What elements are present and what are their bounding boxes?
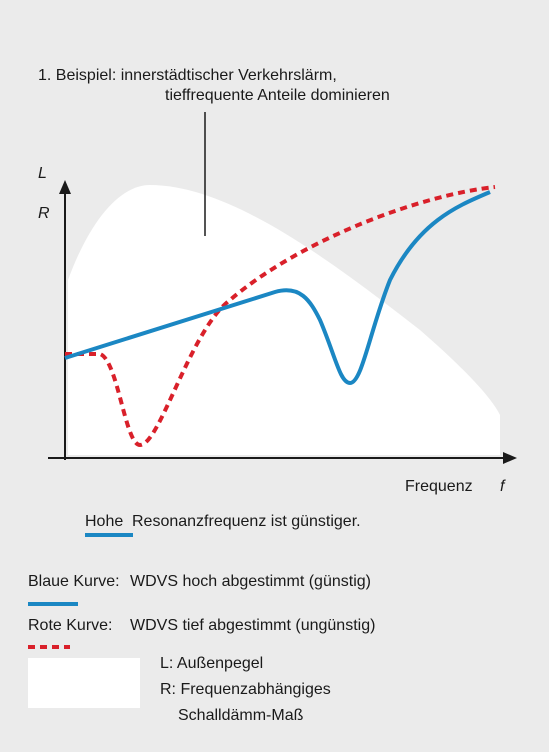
x-symbol: f xyxy=(500,478,506,495)
x-label: Frequenz xyxy=(405,478,473,495)
blue-curve xyxy=(64,190,491,386)
caption: Resonanzfrequenz ist günstiger. xyxy=(132,513,361,530)
red-curve xyxy=(65,185,496,448)
legend-text: WDVS tief abgestimmt (ungünstig) xyxy=(130,617,375,634)
key-text: L: Außenpegel xyxy=(160,655,263,672)
legend-text: WDVS hoch abgestimmt (günstig) xyxy=(130,573,371,590)
y-label: L xyxy=(38,165,47,182)
caption-emphasis: Hohe xyxy=(85,513,123,530)
legend-label: Rote Kurve: xyxy=(28,617,112,634)
title-line: 1. Beispiel: innerstädtischer Verkehrslä… xyxy=(38,67,337,84)
y-arrow xyxy=(59,180,71,194)
key-text: R: Frequenzabhängiges xyxy=(160,681,331,698)
y-label: R xyxy=(38,205,50,222)
key-text: Schalldämm-Maß xyxy=(178,707,304,724)
area-swatch xyxy=(28,658,140,708)
legend-label: Blaue Kurve: xyxy=(28,573,120,590)
x-arrow xyxy=(503,452,517,464)
title-line: tieffrequente Anteile dominieren xyxy=(165,87,390,104)
